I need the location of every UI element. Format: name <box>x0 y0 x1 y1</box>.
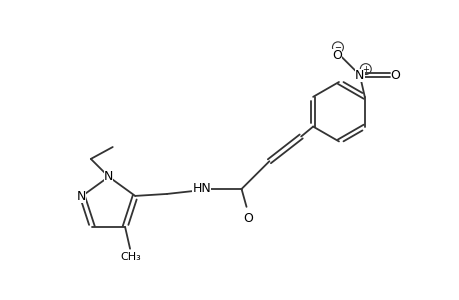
Text: O: O <box>243 212 253 225</box>
Text: HN: HN <box>192 182 211 196</box>
Text: O: O <box>390 68 400 82</box>
Text: −: − <box>334 43 341 52</box>
Text: N: N <box>354 68 364 82</box>
Text: O: O <box>331 49 341 62</box>
Text: N: N <box>104 170 113 183</box>
Text: CH₃: CH₃ <box>120 252 141 262</box>
Text: N: N <box>76 190 86 203</box>
Text: +: + <box>362 64 369 74</box>
